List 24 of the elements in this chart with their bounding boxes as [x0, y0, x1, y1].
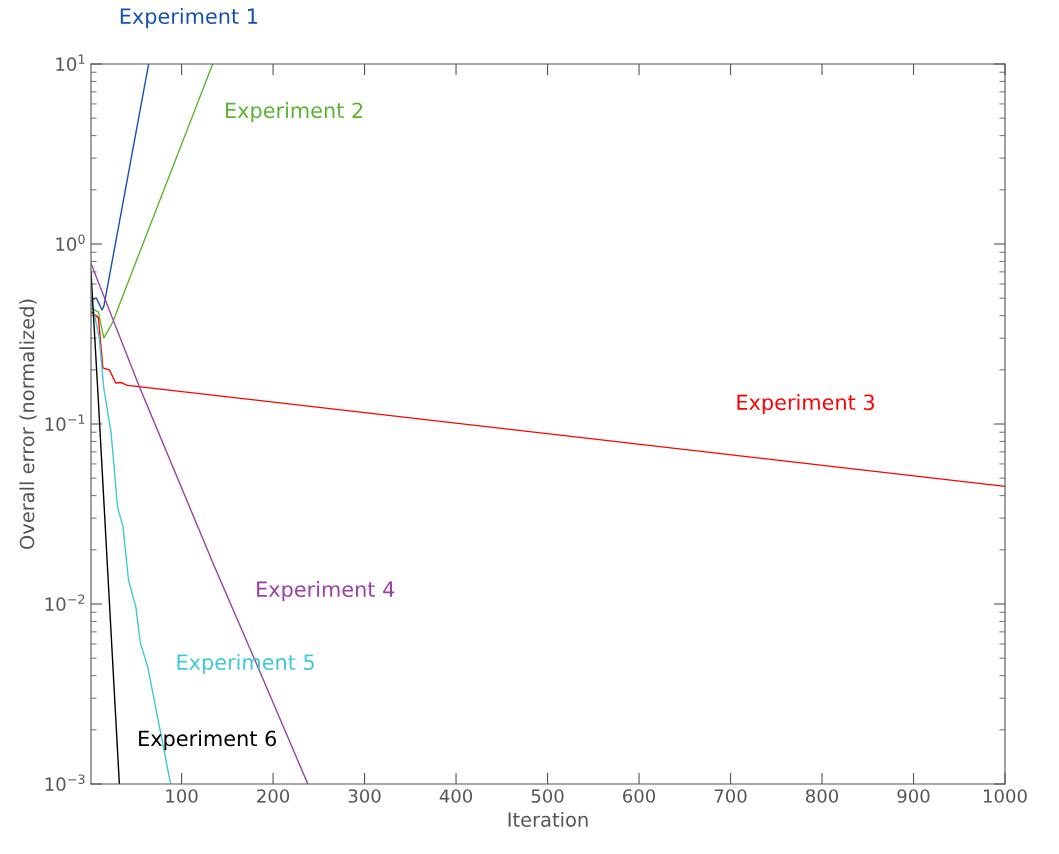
- y-tick-label: 10$^{−2}$: [45, 594, 85, 611]
- x-tick-label: 300: [348, 789, 381, 803]
- x-tick-label: 600: [623, 789, 656, 803]
- x-axis-title: Iteration: [508, 811, 588, 827]
- series-label: Experiment 4: [257, 580, 395, 602]
- x-tick-label: 900: [897, 789, 930, 803]
- x-tick-label: 800: [806, 789, 839, 803]
- y-axis-title: Overall error (normalized): [19, 299, 37, 549]
- y-tick-label: 10$^{0}$: [56, 234, 85, 251]
- line-series: [91, 64, 214, 339]
- x-tick-label: 500: [531, 789, 564, 803]
- x-tick-label: 100: [166, 789, 198, 803]
- line-series: [91, 311, 1005, 488]
- x-tick-label: 700: [714, 789, 747, 803]
- y-tick-label: 10$^{−1}$: [45, 414, 85, 431]
- series-label: Experiment 2: [226, 102, 363, 123]
- series-label: Experiment 3: [737, 394, 874, 415]
- x-tick-label: 200: [257, 789, 290, 803]
- y-tick-label: 10$^{1}$: [56, 54, 85, 71]
- x-tick-label: 400: [439, 789, 473, 803]
- y-tick-label: 10$^{−3}$: [45, 774, 85, 791]
- line-series: [91, 64, 150, 311]
- text: Experiment 1: [120, 7, 258, 29]
- x-tick-label: 1000: [984, 789, 1027, 803]
